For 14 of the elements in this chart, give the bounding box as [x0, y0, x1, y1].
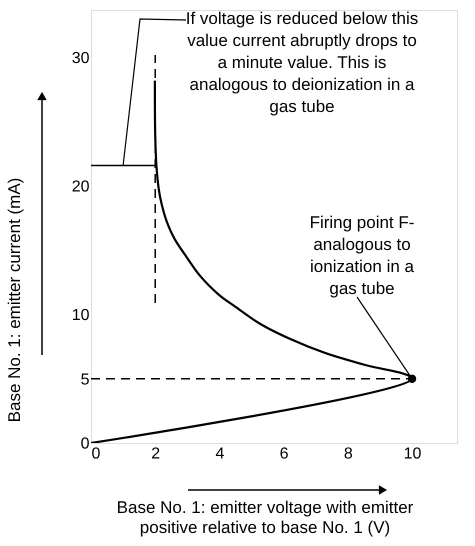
y-tick-label: 5 [80, 371, 90, 388]
x-tick-label: 6 [280, 446, 289, 462]
x-tick-label: 2 [151, 446, 160, 462]
annotation: If voltage is reduced below this value current abruptly drops to a minute value. This is analogous to deionization in a gas tube [186, 9, 418, 116]
annotation: Firing point F- analogous to ionization in a gas tube [310, 213, 415, 298]
x-tick-label: 8 [344, 446, 353, 462]
x-axis-title: Base No. 1: emitter voltage with emitter positive relative to base No. 1 (V) [116, 498, 414, 537]
x-tick-label: 0 [92, 446, 100, 462]
y-tick-label: 30 [72, 50, 90, 68]
y-tick-label: 10 [72, 307, 90, 324]
y-axis-title: Base No. 1: emitter current (mA) [5, 178, 24, 422]
x-tick-label: 10 [404, 446, 422, 462]
y-tick-label: 20 [72, 178, 90, 196]
x-tick-label: 4 [215, 446, 224, 462]
